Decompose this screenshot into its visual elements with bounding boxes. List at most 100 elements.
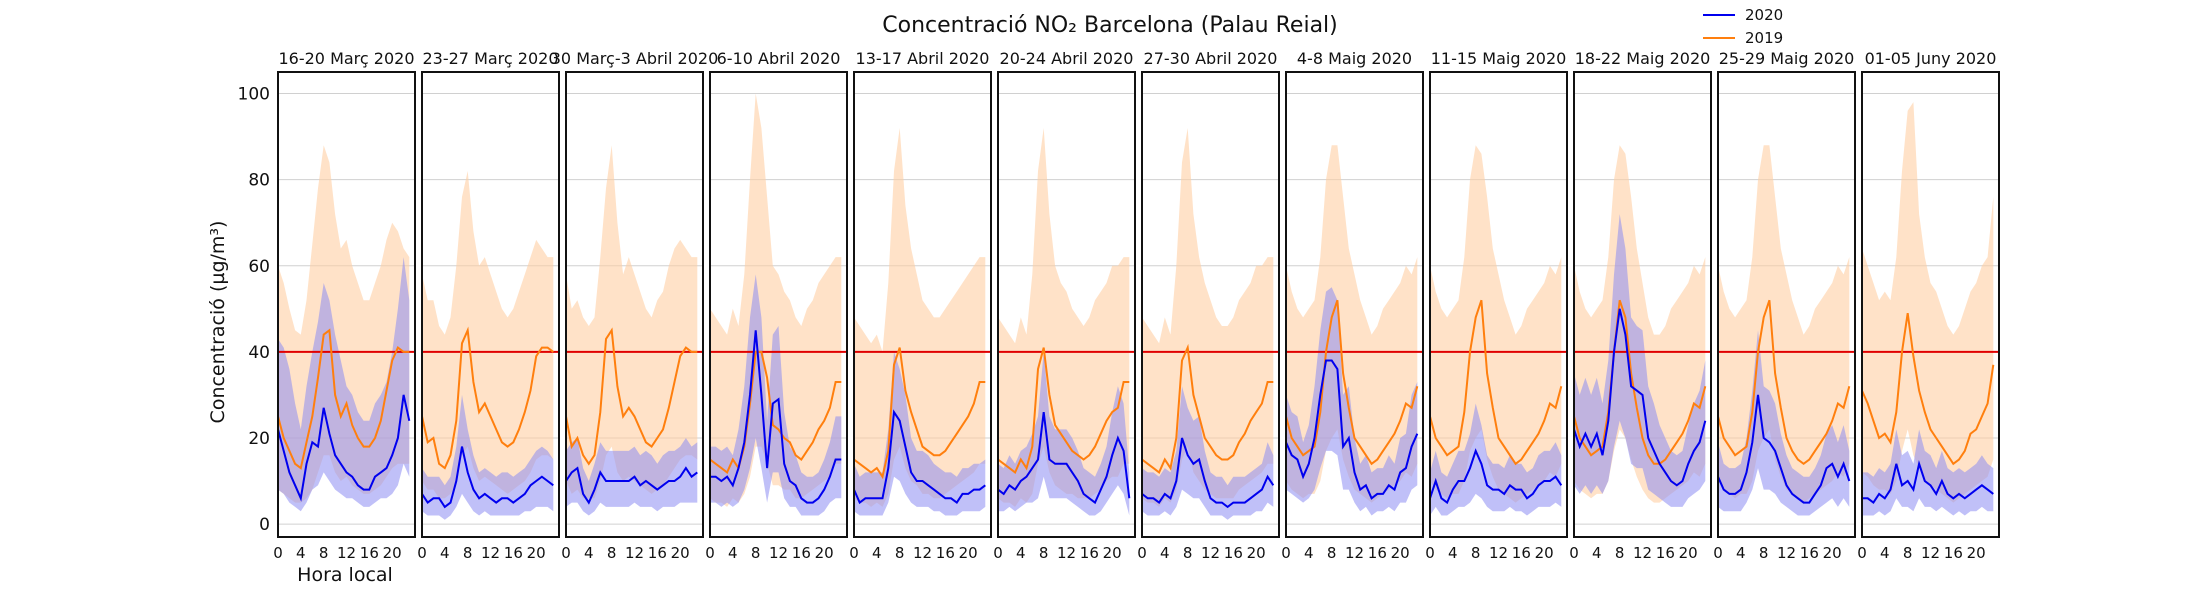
x-tick-label: 8 <box>463 544 473 562</box>
panel-title: 13-17 Abril 2020 <box>856 49 990 68</box>
x-tick-label: 20 <box>1679 544 1698 562</box>
line-2020 <box>1285 359 1419 500</box>
line-2020 <box>853 409 986 505</box>
panel-frame <box>853 71 992 538</box>
x-tick-label: 16 <box>1800 544 1819 562</box>
x-tick-label: 20 <box>1967 544 1986 562</box>
y-tick-label: 100 <box>238 85 270 105</box>
line-2019 <box>1429 299 1563 466</box>
x-tick-label: 8 <box>1471 544 1481 562</box>
panel-frame <box>1285 71 1424 538</box>
x-tick-label: 4 <box>872 544 882 562</box>
x-tick-label: 20 <box>815 544 834 562</box>
x-tick-label: 0 <box>993 544 1003 562</box>
x-tick-label: 8 <box>1039 544 1049 562</box>
x-tick-label: 4 <box>1160 544 1170 562</box>
x-tick-label: 12 <box>1489 544 1508 562</box>
legend: 2020 2019 <box>1703 6 1783 47</box>
line-2020 <box>997 411 1131 505</box>
x-tick-label: 4 <box>1304 544 1314 562</box>
x-tick-label: 4 <box>1736 544 1746 562</box>
x-tick-label: 0 <box>1569 544 1579 562</box>
x-tick-label: 0 <box>1281 544 1291 562</box>
panel-frame <box>1861 71 2000 538</box>
x-tick-label: 4 <box>440 544 450 562</box>
x-axis-label: Hora local <box>297 564 393 586</box>
band-2019 <box>566 145 698 499</box>
x-tick-label: 20 <box>1823 544 1842 562</box>
panel-5: 13-17 Abril 2020 0 4 8 12 16 20 <box>849 49 992 562</box>
line-2019 <box>1285 299 1419 466</box>
x-tick-label: 12 <box>337 544 356 562</box>
panel-9: 11-15 Maig 2020 0 4 8 12 16 20 <box>1425 49 1568 562</box>
line-2019 <box>1573 299 1707 465</box>
x-tick-label: 12 <box>625 544 644 562</box>
panel-title: 6-10 Abril 2020 <box>717 49 841 68</box>
x-tick-label: 20 <box>959 544 978 562</box>
line-2019 <box>565 327 698 466</box>
x-tick-label: 12 <box>1201 544 1220 562</box>
panel-frame <box>565 71 704 538</box>
panel-10: 18-22 Maig 2020 0 4 8 12 16 20 <box>1569 49 1712 562</box>
panel-7: 27-30 Abril 2020 0 4 8 12 16 20 <box>1137 49 1280 562</box>
band-2019 <box>998 128 1130 507</box>
x-tick-label: 12 <box>769 544 788 562</box>
y-tick-label: 40 <box>248 343 270 363</box>
y-tick-label: 80 <box>248 171 270 191</box>
line-2020 <box>1862 460 1994 505</box>
x-tick-label: 12 <box>1633 544 1652 562</box>
line-2019 <box>421 326 554 470</box>
legend-label-2019: 2019 <box>1745 29 1783 47</box>
x-tick-label: 8 <box>1183 544 1193 562</box>
panel-frame <box>277 71 416 538</box>
x-tick-label: 0 <box>1713 544 1723 562</box>
x-tick-label: 8 <box>751 544 761 562</box>
panel-title: 30 Març-3 Abril 2020 <box>551 49 719 68</box>
x-tick-label: 0 <box>705 544 715 562</box>
x-tick-label: 8 <box>1759 544 1769 562</box>
x-tick-label: 16 <box>360 544 379 562</box>
band-2019 <box>1430 145 1562 503</box>
panel-title: 16-20 Març 2020 <box>278 49 414 68</box>
x-tick-label: 8 <box>1903 544 1913 562</box>
panel-title: 25-29 Maig 2020 <box>1719 49 1855 68</box>
x-tick-label: 20 <box>383 544 402 562</box>
x-tick-label: 8 <box>1327 544 1337 562</box>
x-tick-label: 16 <box>1944 544 1963 562</box>
x-tick-label: 4 <box>1016 544 1026 562</box>
line-2020 <box>1717 394 1851 504</box>
panel-12: 01-05 Juny 2020 0 4 8 12 16 20 <box>1857 49 2000 562</box>
x-tick-label: 20 <box>1247 544 1266 562</box>
panel-frame <box>421 71 560 538</box>
legend-label-2020: 2020 <box>1745 6 1783 24</box>
x-tick-label: 4 <box>296 544 306 562</box>
line-2020 <box>421 446 554 509</box>
x-tick-label: 20 <box>1535 544 1554 562</box>
line-2020 <box>565 466 698 505</box>
x-tick-label: 12 <box>1345 544 1364 562</box>
line-2020 <box>277 394 411 502</box>
x-tick-label: 16 <box>1368 544 1387 562</box>
x-tick-label: 16 <box>648 544 667 562</box>
panel-frame <box>709 71 848 538</box>
x-tick-label: 8 <box>319 544 329 562</box>
panel-title: 27-30 Abril 2020 <box>1144 49 1278 68</box>
x-tick-label: 16 <box>504 544 523 562</box>
x-tick-label: 12 <box>1057 544 1076 562</box>
x-tick-label: 16 <box>1080 544 1099 562</box>
line-2019 <box>277 328 410 470</box>
x-tick-label: 4 <box>1592 544 1602 562</box>
x-tick-label: 4 <box>728 544 738 562</box>
x-tick-label: 0 <box>561 544 571 562</box>
panel-frame <box>1573 71 1712 538</box>
panel-frame <box>997 71 1136 538</box>
line-2019 <box>853 347 986 480</box>
x-tick-label: 20 <box>1103 544 1122 562</box>
x-tick-label: 4 <box>1880 544 1890 562</box>
x-tick-label: 16 <box>1224 544 1243 562</box>
line-2019 <box>997 347 1130 474</box>
